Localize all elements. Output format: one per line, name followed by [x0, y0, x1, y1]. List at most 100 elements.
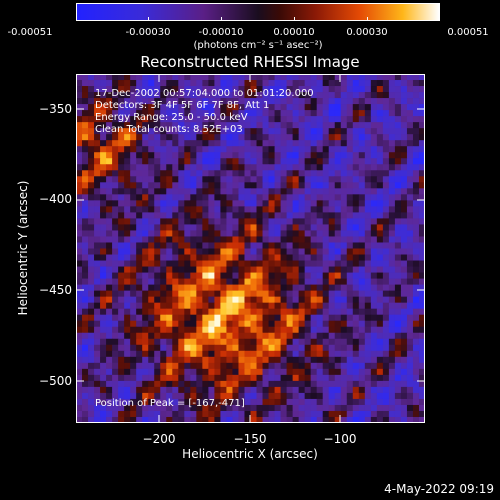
image-pixel: [148, 368, 155, 376]
image-pixel: [322, 212, 330, 219]
image-pixel: [256, 404, 263, 412]
image-pixel: [202, 290, 209, 298]
image-pixel: [196, 236, 203, 243]
image-pixel: [328, 308, 336, 316]
image-pixel: [190, 254, 197, 261]
image-pixel: [268, 314, 275, 322]
image-pixel: [112, 176, 119, 183]
image-pixel: [406, 224, 414, 231]
image-pixel: [388, 80, 396, 87]
image-pixel: [346, 266, 354, 273]
image-pixel: [148, 200, 155, 207]
image-pixel: [400, 374, 408, 382]
image-pixel: [88, 152, 95, 159]
image-pixel: [406, 398, 414, 406]
image-pixel: [202, 314, 209, 322]
image-pixel: [364, 248, 372, 255]
image-pixel: [352, 224, 360, 231]
image-pixel: [256, 386, 263, 394]
image-pixel: [106, 182, 113, 189]
image-pixel: [160, 176, 167, 183]
image-pixel: [328, 122, 336, 129]
image-pixel: [352, 122, 360, 129]
image-pixel: [160, 290, 167, 298]
image-pixel: [352, 296, 360, 304]
image-pixel: [130, 146, 137, 153]
image-pixel: [238, 104, 245, 111]
image-pixel: [358, 80, 366, 87]
image-pixel: [376, 392, 384, 400]
image-pixel: [346, 410, 354, 418]
image-pixel: [400, 332, 408, 340]
image-pixel: [376, 104, 384, 111]
image-pixel: [130, 254, 137, 261]
image-pixel: [280, 116, 288, 123]
image-pixel: [388, 206, 396, 213]
image-pixel: [208, 380, 215, 388]
image-pixel: [376, 128, 384, 135]
image-pixel: [376, 188, 384, 195]
image-pixel: [322, 92, 330, 99]
image-pixel: [100, 134, 107, 141]
image-pixel: [334, 320, 342, 328]
image-pixel: [340, 356, 348, 364]
image-pixel: [148, 296, 155, 304]
image-pixel: [76, 314, 83, 322]
image-pixel: [148, 302, 155, 310]
image-pixel: [106, 266, 113, 273]
image-pixel: [406, 410, 414, 418]
image-pixel: [244, 308, 251, 316]
image-pixel: [184, 278, 191, 286]
image-pixel: [382, 248, 390, 255]
image-pixel: [280, 200, 288, 207]
image-pixel: [388, 290, 396, 298]
image-pixel: [160, 284, 167, 292]
image-pixel: [346, 356, 354, 364]
image-pixel: [88, 218, 95, 225]
image-pixel: [310, 260, 318, 267]
image-pixel: [346, 386, 354, 394]
image-pixel: [340, 398, 348, 406]
image-pixel: [364, 332, 372, 340]
image-pixel: [160, 194, 167, 201]
image-pixel: [142, 158, 149, 165]
image-pixel: [358, 218, 366, 225]
image-pixel: [106, 260, 113, 267]
image-pixel: [286, 296, 294, 304]
image-pixel: [100, 170, 107, 177]
image-pixel: [172, 110, 179, 117]
image-pixel: [394, 212, 402, 219]
image-pixel: [400, 344, 408, 352]
image-pixel: [292, 374, 300, 382]
image-pixel: [298, 152, 306, 159]
image-pixel: [232, 248, 239, 255]
image-pixel: [292, 344, 300, 352]
image-pixel: [340, 308, 348, 316]
image-pixel: [328, 152, 336, 159]
image-pixel: [316, 374, 324, 382]
image-pixel: [304, 140, 312, 147]
image-pixel: [190, 170, 197, 177]
image-pixel: [166, 284, 173, 292]
image-pixel: [88, 212, 95, 219]
image-pixel: [106, 362, 113, 370]
image-pixel: [184, 350, 191, 358]
image-pixel: [292, 140, 300, 147]
image-pixel: [214, 86, 221, 93]
image-pixel: [226, 314, 233, 322]
image-pixel: [250, 236, 257, 243]
image-pixel: [256, 416, 263, 423]
image-pixel: [130, 176, 137, 183]
image-pixel: [208, 254, 215, 261]
image-pixel: [244, 314, 251, 322]
image-pixel: [172, 128, 179, 135]
image-pixel: [412, 332, 420, 340]
image-pixel: [298, 146, 306, 153]
image-pixel: [94, 164, 101, 171]
image-pixel: [118, 308, 125, 316]
image-pixel: [298, 86, 306, 93]
image-pixel: [358, 344, 366, 352]
image-pixel: [196, 416, 203, 423]
image-pixel: [82, 392, 89, 400]
image-pixel: [322, 248, 330, 255]
